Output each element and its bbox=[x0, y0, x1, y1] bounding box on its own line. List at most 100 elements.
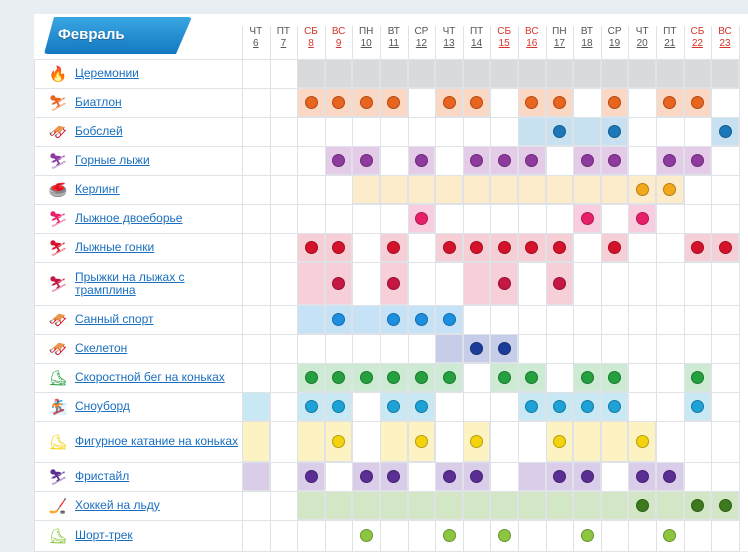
medal-event-dot[interactable] bbox=[359, 154, 373, 167]
medal-event-dot[interactable] bbox=[497, 371, 511, 384]
medal-event-dot[interactable] bbox=[525, 371, 539, 384]
day-number[interactable]: 7 bbox=[280, 38, 287, 49]
medal-event-dot[interactable] bbox=[525, 400, 539, 413]
medal-event-dot[interactable] bbox=[414, 371, 428, 384]
day-number[interactable]: 6 bbox=[253, 38, 259, 49]
sport-link[interactable]: Церемонии bbox=[75, 66, 139, 80]
day-number[interactable]: 13 bbox=[443, 38, 455, 49]
medal-event-dot[interactable] bbox=[497, 277, 511, 290]
medal-event-dot[interactable] bbox=[552, 435, 566, 448]
sport-link[interactable]: Прыжки на лыжах с трамплина bbox=[75, 269, 185, 297]
medal-event-dot[interactable] bbox=[663, 470, 677, 483]
medal-event-dot[interactable] bbox=[359, 96, 373, 109]
sport-link[interactable]: Горные лыжи bbox=[75, 153, 150, 167]
sport-link[interactable]: Скелетон bbox=[75, 341, 128, 355]
day-number[interactable]: 21 bbox=[664, 38, 676, 49]
medal-event-dot[interactable] bbox=[608, 125, 622, 138]
medal-event-dot[interactable] bbox=[608, 400, 622, 413]
medal-event-dot[interactable] bbox=[470, 154, 484, 167]
medal-event-dot[interactable] bbox=[332, 435, 346, 448]
medal-event-dot[interactable] bbox=[635, 499, 649, 512]
sport-link[interactable]: Лыжные гонки bbox=[75, 240, 155, 254]
medal-event-dot[interactable] bbox=[304, 371, 318, 384]
day-number[interactable]: 12 bbox=[415, 38, 427, 49]
medal-event-dot[interactable] bbox=[635, 435, 649, 448]
medal-event-dot[interactable] bbox=[387, 371, 401, 384]
medal-event-dot[interactable] bbox=[580, 154, 594, 167]
medal-event-dot[interactable] bbox=[663, 96, 677, 109]
day-number[interactable]: 14 bbox=[471, 38, 483, 49]
medal-event-dot[interactable] bbox=[414, 435, 428, 448]
medal-event-dot[interactable] bbox=[332, 400, 346, 413]
medal-event-dot[interactable] bbox=[552, 400, 566, 413]
medal-event-dot[interactable] bbox=[580, 470, 594, 483]
medal-event-dot[interactable] bbox=[635, 470, 649, 483]
sport-link[interactable]: Скоростной бег на коньках bbox=[75, 370, 225, 384]
medal-event-dot[interactable] bbox=[552, 241, 566, 254]
medal-event-dot[interactable] bbox=[608, 154, 622, 167]
sport-link[interactable]: Фристайл bbox=[75, 469, 130, 483]
medal-event-dot[interactable] bbox=[387, 400, 401, 413]
medal-event-dot[interactable] bbox=[470, 435, 484, 448]
medal-event-dot[interactable] bbox=[635, 212, 649, 225]
medal-event-dot[interactable] bbox=[470, 96, 484, 109]
day-number[interactable]: 22 bbox=[691, 38, 703, 49]
medal-event-dot[interactable] bbox=[387, 277, 401, 290]
medal-event-dot[interactable] bbox=[359, 529, 373, 542]
medal-event-dot[interactable] bbox=[608, 371, 622, 384]
sport-link[interactable]: Шорт-трек bbox=[75, 528, 133, 542]
medal-event-dot[interactable] bbox=[580, 212, 594, 225]
medal-event-dot[interactable] bbox=[387, 470, 401, 483]
sport-link[interactable]: Хоккей на льду bbox=[75, 498, 160, 512]
medal-event-dot[interactable] bbox=[332, 371, 346, 384]
day-number[interactable]: 8 bbox=[308, 38, 314, 49]
medal-event-dot[interactable] bbox=[442, 96, 456, 109]
medal-event-dot[interactable] bbox=[470, 342, 484, 355]
medal-event-dot[interactable] bbox=[497, 154, 511, 167]
medal-event-dot[interactable] bbox=[304, 400, 318, 413]
medal-event-dot[interactable] bbox=[580, 371, 594, 384]
medal-event-dot[interactable] bbox=[304, 96, 318, 109]
medal-event-dot[interactable] bbox=[608, 241, 622, 254]
day-number[interactable]: 17 bbox=[553, 38, 565, 49]
day-number[interactable]: 18 bbox=[581, 38, 593, 49]
day-number[interactable]: 10 bbox=[360, 38, 372, 49]
day-number[interactable]: 9 bbox=[335, 38, 342, 49]
medal-event-dot[interactable] bbox=[359, 470, 373, 483]
medal-event-dot[interactable] bbox=[552, 470, 566, 483]
sport-link[interactable]: Биатлон bbox=[75, 95, 122, 109]
medal-event-dot[interactable] bbox=[414, 400, 428, 413]
medal-event-dot[interactable] bbox=[580, 529, 594, 542]
medal-event-dot[interactable] bbox=[552, 96, 566, 109]
medal-event-dot[interactable] bbox=[414, 313, 428, 326]
medal-event-dot[interactable] bbox=[497, 241, 511, 254]
medal-event-dot[interactable] bbox=[387, 96, 401, 109]
medal-event-dot[interactable] bbox=[332, 241, 346, 254]
medal-event-dot[interactable] bbox=[304, 470, 318, 483]
medal-event-dot[interactable] bbox=[690, 499, 704, 512]
medal-event-dot[interactable] bbox=[332, 96, 346, 109]
medal-event-dot[interactable] bbox=[497, 529, 511, 542]
medal-event-dot[interactable] bbox=[663, 154, 677, 167]
day-number[interactable]: 23 bbox=[719, 38, 731, 49]
day-number[interactable]: 11 bbox=[388, 38, 399, 49]
medal-event-dot[interactable] bbox=[635, 183, 649, 196]
medal-event-dot[interactable] bbox=[525, 96, 539, 109]
medal-event-dot[interactable] bbox=[470, 470, 484, 483]
medal-event-dot[interactable] bbox=[414, 154, 428, 167]
medal-event-dot[interactable] bbox=[718, 241, 732, 254]
sport-link[interactable]: Санный спорт bbox=[75, 312, 154, 326]
medal-event-dot[interactable] bbox=[552, 125, 566, 138]
medal-event-dot[interactable] bbox=[497, 342, 511, 355]
medal-event-dot[interactable] bbox=[387, 241, 401, 254]
medal-event-dot[interactable] bbox=[332, 277, 346, 290]
medal-event-dot[interactable] bbox=[690, 371, 704, 384]
medal-event-dot[interactable] bbox=[442, 371, 456, 384]
medal-event-dot[interactable] bbox=[359, 371, 373, 384]
medal-event-dot[interactable] bbox=[690, 96, 704, 109]
sport-link[interactable]: Сноуборд bbox=[75, 399, 130, 413]
day-number[interactable]: 19 bbox=[609, 38, 621, 49]
medal-event-dot[interactable] bbox=[414, 212, 428, 225]
medal-event-dot[interactable] bbox=[525, 154, 539, 167]
day-number[interactable]: 20 bbox=[636, 38, 648, 49]
